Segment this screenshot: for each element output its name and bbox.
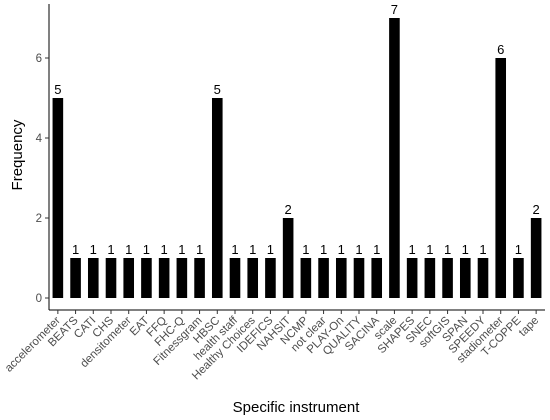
- data-label: 1: [72, 242, 79, 257]
- axes-layer: [48, 4, 545, 311]
- bar-t-coppe: [513, 258, 524, 298]
- y-tick-label: 4: [36, 133, 43, 145]
- bar-sacina: [371, 258, 383, 298]
- data-label: 1: [479, 242, 486, 257]
- data-label: 5: [214, 82, 221, 97]
- bar-chs: [105, 258, 117, 298]
- bar-health-staff: [229, 258, 241, 298]
- data-label: 2: [285, 202, 292, 217]
- data-label: 1: [338, 242, 345, 257]
- data-label: 1: [426, 242, 433, 257]
- bar-shapes: [406, 258, 418, 298]
- bar-healthy-choices: [247, 258, 259, 298]
- bar-eat: [141, 258, 152, 298]
- bar-nahsit: [282, 218, 294, 298]
- bar-snec: [424, 258, 436, 298]
- data-label: 1: [143, 242, 150, 257]
- data-label: 1: [302, 242, 309, 257]
- bar-idefics: [265, 258, 276, 298]
- bar-hbsc: [211, 98, 223, 298]
- bar-quality: [353, 258, 365, 298]
- data-label: 1: [178, 242, 185, 257]
- x-tick-label: tape: [517, 315, 541, 339]
- data-label: 1: [249, 242, 256, 257]
- bar-ffq: [158, 258, 170, 298]
- data-label: 1: [320, 242, 327, 257]
- bar-not-clear: [318, 258, 329, 298]
- y-tick-label: 0: [36, 293, 42, 305]
- bar-stadiometer: [495, 58, 507, 298]
- bar-ncmp: [300, 258, 312, 298]
- y-ticks-layer: 0 2 4 6: [36, 53, 49, 305]
- data-label: 1: [231, 242, 238, 257]
- bar-beats: [70, 258, 81, 298]
- bar-speedy: [477, 258, 489, 298]
- y-tick-label: 6: [36, 53, 42, 65]
- x-ticks-layer: accelerometerBEATSCATICHSdensitometerEAT…: [3, 310, 541, 382]
- bar-tape: [530, 218, 542, 298]
- data-label: 2: [533, 202, 540, 217]
- data-label: 1: [373, 242, 380, 257]
- data-label: 1: [90, 242, 97, 257]
- bar-accelerometer: [52, 98, 64, 298]
- x-axis-title: Specific instrument: [233, 399, 361, 416]
- data-label: 1: [125, 242, 132, 257]
- data-label: 1: [267, 242, 274, 257]
- bars-layer: [52, 18, 542, 298]
- data-label: 5: [54, 82, 61, 97]
- data-label: 7: [391, 2, 398, 17]
- bar-fhc-q: [176, 258, 188, 298]
- data-label: 1: [107, 242, 114, 257]
- bar-densitometer: [123, 258, 135, 298]
- bar-play-on: [335, 258, 347, 298]
- bar-span: [459, 258, 471, 298]
- data-label: 1: [409, 242, 416, 257]
- data-label: 1: [444, 242, 451, 257]
- data-label: 1: [355, 242, 362, 257]
- y-tick-label: 2: [36, 213, 42, 225]
- data-label: 1: [196, 242, 203, 257]
- y-axis-title: Frequency: [9, 119, 26, 190]
- data-label: 1: [515, 242, 522, 257]
- data-label: 6: [497, 42, 504, 57]
- bar-cati: [87, 258, 99, 298]
- bar-softgis: [442, 258, 453, 298]
- bar-scale: [389, 18, 400, 298]
- data-label: 1: [462, 242, 469, 257]
- bar-fitnessgram: [194, 258, 205, 298]
- data-label: 1: [161, 242, 168, 257]
